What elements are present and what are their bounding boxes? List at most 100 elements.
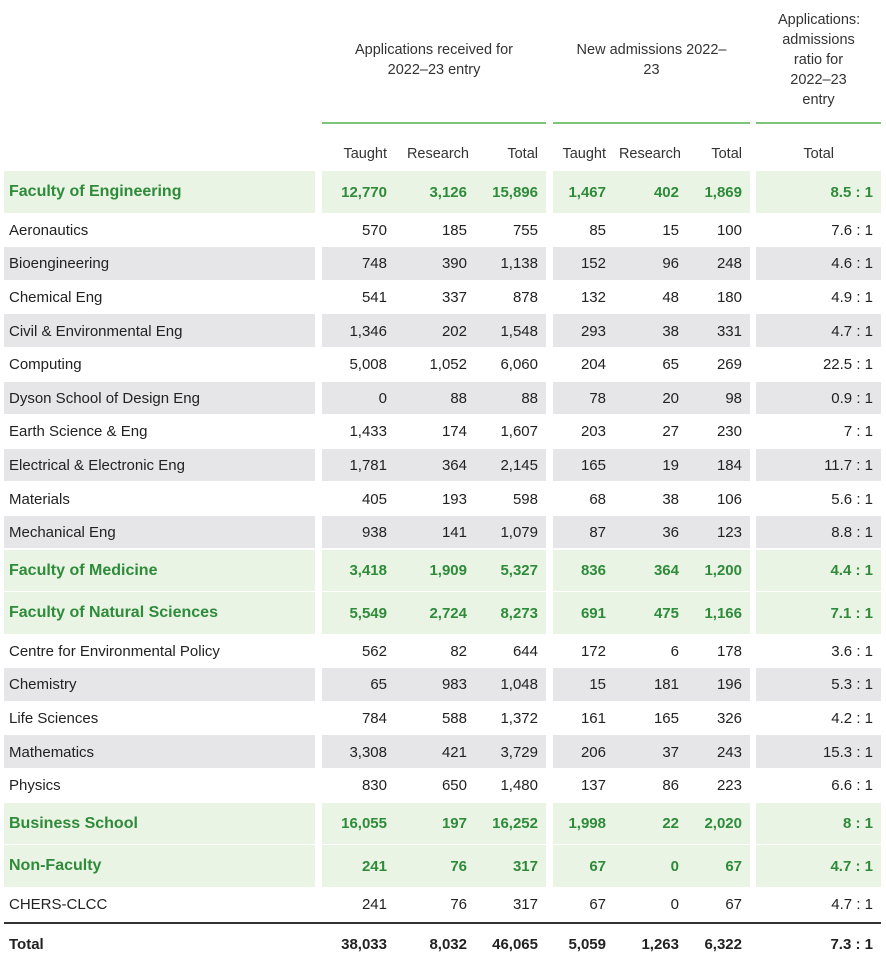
row-label: Electrical & Electronic Eng: [9, 456, 185, 474]
row-label: Centre for Environmental Policy: [9, 642, 220, 660]
cell: 88: [521, 389, 538, 407]
cell: 197: [441, 815, 467, 833]
cell: 87: [589, 524, 606, 542]
row-bg: [756, 314, 881, 347]
row-bg: [322, 247, 546, 280]
column-header: Total: [803, 146, 834, 162]
cell: 137: [580, 777, 606, 795]
cell: 337: [441, 288, 467, 306]
row-bg: [322, 592, 546, 634]
row-bg: [756, 448, 881, 482]
cell: 98: [725, 389, 742, 407]
cell: 570: [361, 221, 387, 239]
row-label: Bioengineering: [9, 255, 110, 273]
row-bg: [4, 448, 315, 482]
cell: 178: [716, 642, 742, 660]
row-bg: [553, 735, 750, 768]
cell: 3,418: [349, 562, 387, 580]
cell: 67: [589, 857, 606, 875]
cell: 6,060: [500, 356, 538, 374]
row-bg: [322, 735, 546, 768]
cell: 5,549: [349, 604, 387, 622]
cell: 82: [450, 642, 467, 660]
row-bg: [756, 735, 881, 768]
column-header: Taught: [343, 146, 387, 162]
row-bg: [553, 592, 750, 634]
cell: 38,033: [341, 935, 387, 953]
cell: 8,032: [429, 935, 467, 953]
cell: 0: [378, 389, 387, 407]
cell: 68: [589, 490, 606, 508]
row-label: Chemistry: [9, 676, 77, 694]
row-label: Physics: [9, 777, 61, 795]
cell: 8,273: [500, 604, 538, 622]
cell: 1,372: [500, 709, 538, 727]
cell: 65: [370, 676, 387, 694]
row-bg: [553, 668, 750, 701]
row-bg: [4, 247, 315, 280]
cell: 37: [662, 743, 679, 761]
cell: 1,052: [429, 356, 467, 374]
cell: 22: [662, 815, 679, 833]
cell: 0: [670, 895, 679, 913]
column-header: Taught: [562, 146, 606, 162]
row-bg: [756, 802, 881, 844]
row-bg: [4, 171, 315, 213]
cell: 1,200: [704, 562, 742, 580]
cell: 230: [716, 423, 742, 441]
row-label: Earth Science & Eng: [9, 423, 148, 441]
cell: 141: [441, 524, 467, 542]
cell: 784: [361, 709, 387, 727]
cell: 1,548: [500, 322, 538, 340]
row-bg: [553, 845, 750, 887]
row-label: Non-Faculty: [9, 857, 102, 875]
cell: 1,166: [704, 604, 742, 622]
cell: 588: [441, 709, 467, 727]
cell: 27: [662, 423, 679, 441]
cell: 16,055: [341, 815, 387, 833]
cell: 326: [716, 709, 742, 727]
cell: 390: [441, 255, 467, 273]
row-bg: [756, 549, 881, 591]
row-bg: [756, 592, 881, 634]
row-label: Faculty of Engineering: [9, 183, 182, 201]
cell: 180: [716, 288, 742, 306]
cell: 317: [512, 895, 538, 913]
cell: 0: [670, 857, 679, 875]
cell: 364: [653, 562, 679, 580]
cell: 8.5 : 1: [830, 183, 873, 201]
cell: 2,145: [500, 456, 538, 474]
row-bg: [553, 171, 750, 213]
cell: 6: [670, 642, 679, 660]
cell: 1,480: [500, 777, 538, 795]
cell: 8 : 1: [842, 815, 873, 833]
cell: 983: [441, 676, 467, 694]
cell: 78: [589, 389, 606, 407]
cell: 15,896: [492, 183, 538, 201]
cell: 204: [580, 356, 606, 374]
cell: 174: [441, 423, 467, 441]
cell: 165: [653, 709, 679, 727]
cell: 0.9 : 1: [831, 389, 873, 407]
row-bg: [4, 735, 315, 768]
row-bg: [322, 448, 546, 482]
cell: 243: [716, 743, 742, 761]
cell: 405: [361, 490, 387, 508]
cell: 19: [662, 456, 679, 474]
cell: 1,079: [500, 524, 538, 542]
cell: 1,346: [349, 322, 387, 340]
cell: 206: [580, 743, 606, 761]
cell: 830: [361, 777, 387, 795]
cell: 1,138: [500, 255, 538, 273]
cell: 48: [662, 288, 679, 306]
cell: 1,998: [568, 815, 606, 833]
cell: 836: [580, 562, 606, 580]
row-bg: [4, 668, 315, 701]
row-label: CHERS-CLCC: [9, 895, 108, 913]
row-bg: [322, 314, 546, 347]
cell: 562: [361, 642, 387, 660]
cell: 598: [512, 490, 538, 508]
row-bg: [322, 515, 546, 549]
cell: 402: [653, 183, 679, 201]
cell: 364: [441, 456, 467, 474]
